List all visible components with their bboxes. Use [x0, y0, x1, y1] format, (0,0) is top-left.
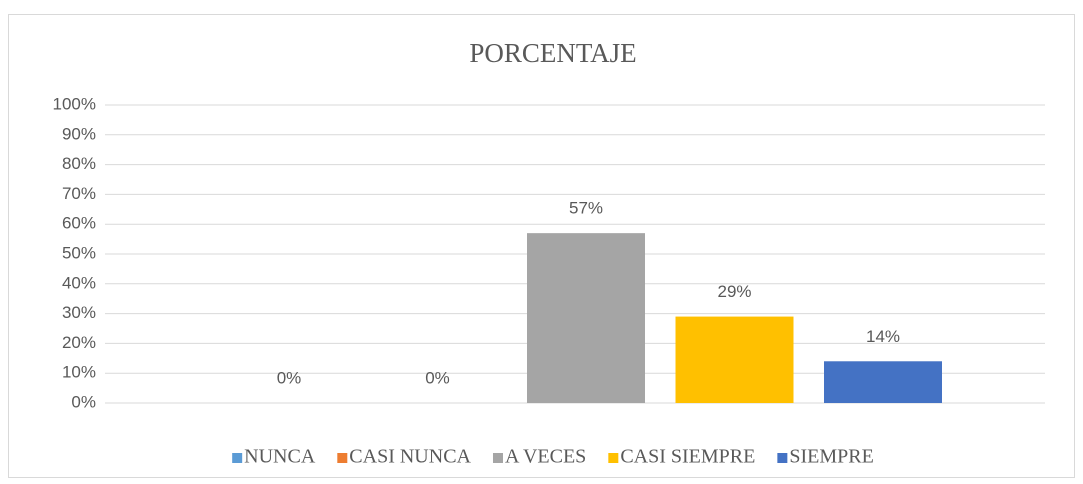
y-tick-label: 70%: [62, 184, 96, 203]
chart-title: PORCENTAJE: [469, 38, 636, 68]
bar: [824, 361, 942, 403]
legend-swatch: [608, 453, 619, 463]
data-label: 14%: [866, 327, 900, 346]
legend-swatch: [337, 453, 348, 463]
data-label: 0%: [277, 368, 302, 387]
legend-swatch: [232, 453, 243, 463]
legend-label: NUNCA: [244, 446, 316, 468]
y-tick-label: 30%: [62, 303, 96, 322]
legend-label: CASI NUNCA: [349, 446, 471, 468]
y-tick-label: 0%: [71, 392, 96, 411]
y-tick-label: 60%: [62, 214, 96, 233]
y-tick-label: 50%: [62, 243, 96, 262]
legend-label: CASI SIEMPRE: [620, 446, 755, 468]
legend-swatch: [777, 453, 788, 463]
data-label: 57%: [569, 199, 603, 218]
legend-label: SIEMPRE: [789, 446, 873, 468]
data-label: 29%: [717, 282, 751, 301]
y-tick-label: 90%: [62, 124, 96, 143]
bar: [527, 233, 645, 403]
y-tick-label: 100%: [53, 94, 96, 113]
bar: [675, 316, 794, 403]
y-tick-label: 80%: [62, 154, 96, 173]
data-label: 0%: [425, 368, 450, 387]
legend-swatch: [492, 453, 503, 463]
y-tick-label: 10%: [62, 363, 96, 382]
y-tick-label: 20%: [62, 333, 96, 352]
legend-label: A VECES: [505, 446, 586, 468]
y-tick-label: 40%: [62, 273, 96, 292]
